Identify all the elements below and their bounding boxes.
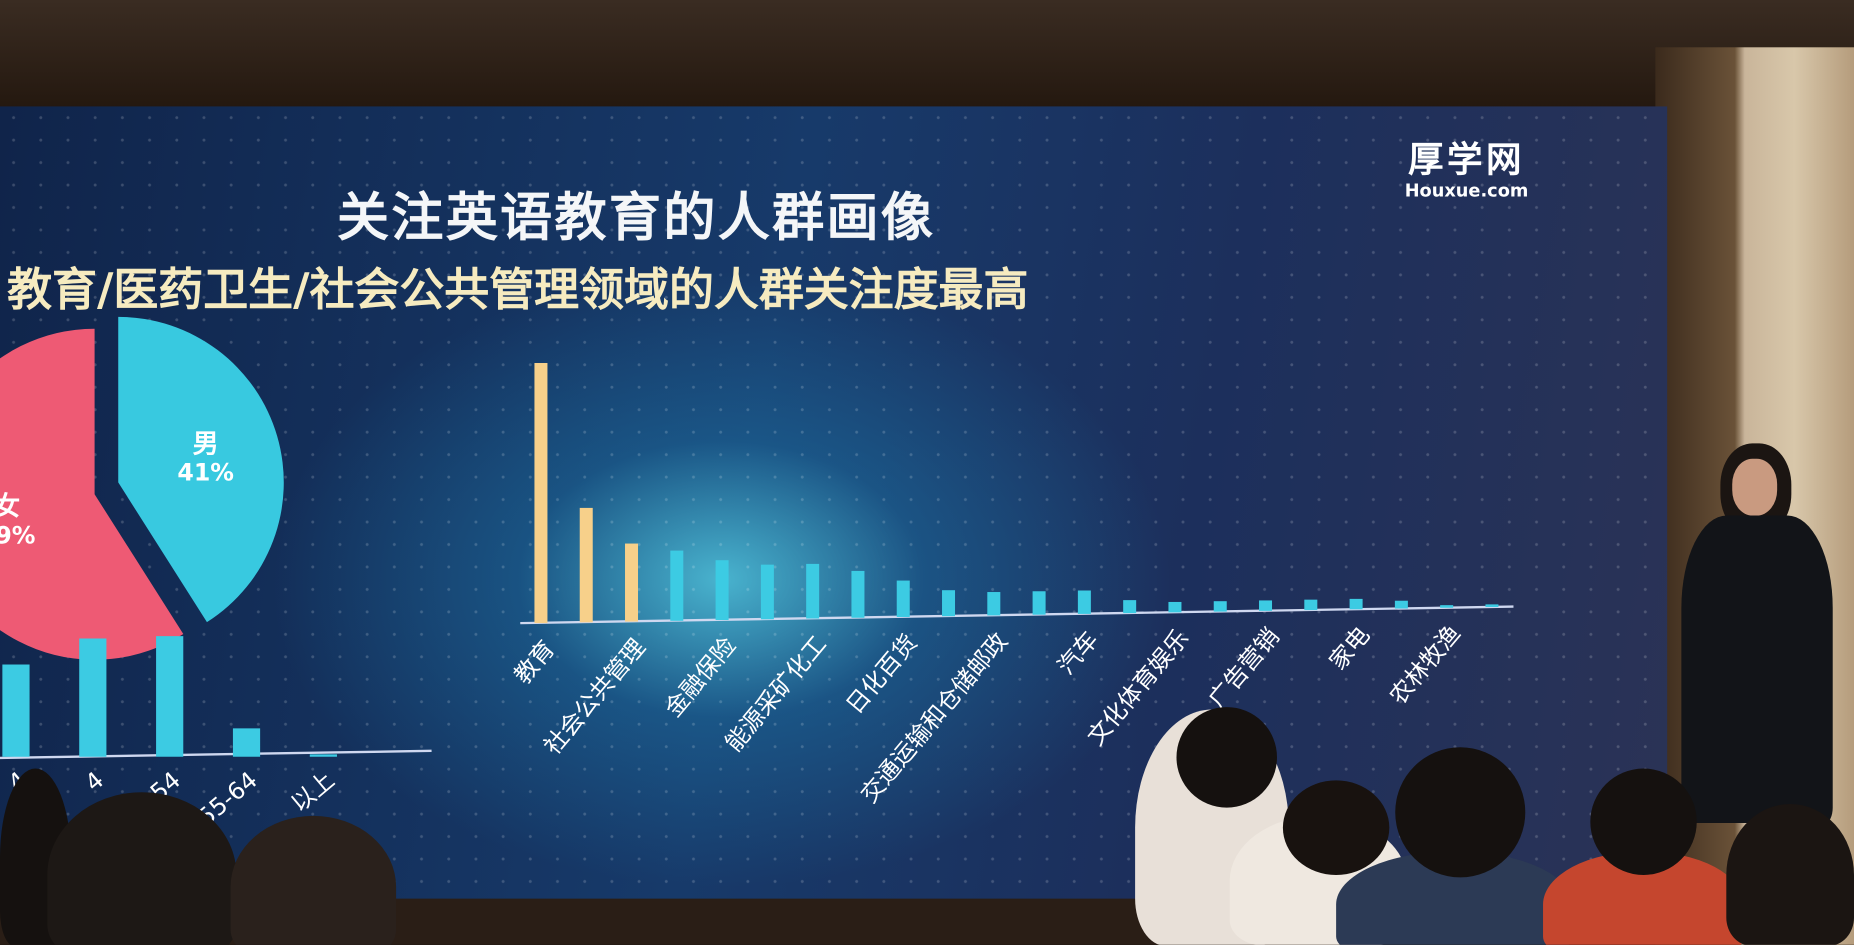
- industry-bar: [987, 592, 1001, 616]
- industry-bar: [942, 590, 956, 617]
- pie-value-label: 59%: [0, 521, 35, 549]
- audience-head: [1590, 768, 1697, 875]
- industry-bar: [760, 564, 774, 620]
- industry-bar: [1259, 600, 1273, 611]
- industry-tick-label: 农林牧渔: [1384, 620, 1466, 710]
- industry-bar: [806, 563, 820, 619]
- age-tick-label: 以上: [285, 766, 339, 818]
- industry-tick-label: 广告营销: [1203, 623, 1285, 713]
- industry-tick-label: 日化百货: [840, 629, 922, 719]
- age-bar: [232, 728, 261, 757]
- industry-bar: [1213, 601, 1227, 612]
- age-tick-label: 4: [80, 766, 110, 797]
- audience-person: [47, 792, 237, 945]
- pie-slice-female: [0, 328, 184, 660]
- houxue-logo: 厚学网 Houxue.com: [1404, 139, 1529, 202]
- industry-bar: [1440, 605, 1454, 608]
- age-bar: [2, 664, 30, 757]
- age-bar: [79, 638, 107, 757]
- age-axis-line: [0, 749, 432, 760]
- age-bar: [156, 636, 184, 757]
- speaker-face: [1732, 458, 1778, 516]
- industry-bar: [851, 570, 865, 618]
- ceiling: [0, 0, 1854, 109]
- industry-tick-label: 金融保险: [659, 632, 741, 723]
- industry-bar: [896, 580, 910, 617]
- age-bar: [309, 754, 337, 757]
- industry-bar: [1077, 590, 1091, 614]
- audience-head: [1282, 780, 1390, 875]
- industry-bar: [1123, 600, 1137, 614]
- audience-head: [1176, 707, 1277, 808]
- industry-bar: [1168, 601, 1182, 613]
- logo-en: Houxue.com: [1404, 179, 1529, 202]
- industry-bar: [715, 560, 729, 621]
- industry-bar: [1349, 598, 1363, 610]
- industry-bar: [579, 507, 593, 623]
- industry-bar: [625, 543, 639, 622]
- slide-title: 关注英语教育的人群画像: [336, 188, 936, 249]
- industry-bar: [670, 550, 684, 621]
- industry-bar: [534, 362, 548, 624]
- pie-value-label: 41%: [177, 459, 234, 487]
- industry-bar: [1394, 600, 1408, 609]
- logo-cn: 厚学网: [1407, 139, 1526, 181]
- slide-subtitle: 教育/医药卫生/社会公共管理领域的人群关注度最高: [7, 263, 1029, 316]
- industry-tick-label: 汽车: [1052, 626, 1104, 680]
- industry-bar: [1304, 599, 1318, 611]
- audience-person: [1726, 804, 1854, 945]
- industry-axis-line: [520, 605, 1514, 625]
- pie-label: 女: [0, 491, 20, 522]
- audience-head: [1395, 747, 1526, 878]
- pie-slice-male: [118, 316, 284, 623]
- industry-tick-label: 家电: [1324, 621, 1376, 675]
- audience-person: [230, 815, 397, 945]
- industry-tick-label: 教育: [509, 635, 561, 689]
- speaker-body: [1681, 515, 1833, 823]
- pie-label: 男: [193, 429, 219, 459]
- industry-bar: [1032, 591, 1046, 615]
- industry-bar: [1485, 604, 1499, 607]
